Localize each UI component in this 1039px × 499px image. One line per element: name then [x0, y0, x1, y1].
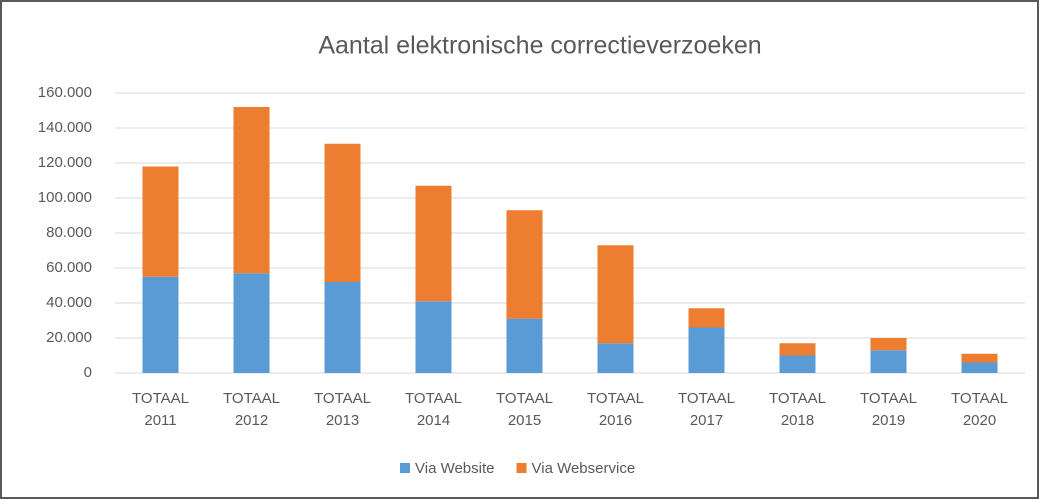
bar-segment — [233, 273, 270, 373]
bar-segment — [324, 282, 361, 373]
bar-segment — [415, 301, 452, 373]
legend-label: Via Website — [415, 460, 495, 477]
x-tick-label: TOTAAL 2013 — [314, 390, 371, 429]
bar-segment — [961, 353, 998, 363]
x-tick-label: TOTAAL 2019 — [860, 390, 917, 429]
bar-segment — [142, 276, 179, 373]
x-tick-label: TOTAAL 2016 — [587, 390, 644, 429]
x-tick-label: TOTAAL 2012 — [223, 390, 280, 429]
y-tick-label: 120.000 — [38, 154, 92, 171]
y-tick-label: 40.000 — [46, 294, 92, 311]
y-tick-label: 0 — [84, 364, 92, 381]
bar-segment — [415, 185, 452, 302]
y-tick-label: 20.000 — [46, 329, 92, 346]
y-tick-label: 100.000 — [38, 189, 92, 206]
bar-segment — [233, 107, 270, 274]
bar-segment — [324, 143, 361, 282]
x-tick-label: TOTAAL 2014 — [405, 390, 462, 429]
legend-label: Via Webservice — [532, 460, 636, 477]
y-tick-label: 80.000 — [46, 224, 92, 241]
bar-segment — [870, 338, 907, 351]
chart-title: Aantal elektronische correctieverzoeken — [318, 32, 761, 60]
x-tick-label: TOTAAL 2015 — [496, 390, 553, 429]
x-tick-label: TOTAAL 2011 — [132, 390, 189, 429]
y-tick-label: 160.000 — [38, 84, 92, 101]
bar-segment — [779, 355, 816, 373]
bar-segment — [142, 166, 179, 277]
bar-segment — [688, 308, 725, 328]
y-tick-label: 60.000 — [46, 259, 92, 276]
bar-segment — [688, 327, 725, 373]
y-tick-label: 140.000 — [38, 119, 92, 136]
legend-swatch — [516, 463, 527, 473]
bar-segment — [597, 343, 634, 373]
bar-segment — [597, 245, 634, 344]
x-tick-label: TOTAAL 2017 — [678, 390, 735, 429]
legend-swatch — [400, 463, 410, 473]
bar-segment — [506, 318, 543, 373]
bar-segment — [870, 350, 907, 373]
x-tick-label: TOTAAL 2018 — [769, 390, 826, 429]
bar-segment — [506, 210, 543, 319]
bar-segment — [779, 343, 816, 356]
x-tick-label: TOTAAL 2020 — [951, 390, 1008, 429]
bar-segment — [961, 362, 998, 373]
